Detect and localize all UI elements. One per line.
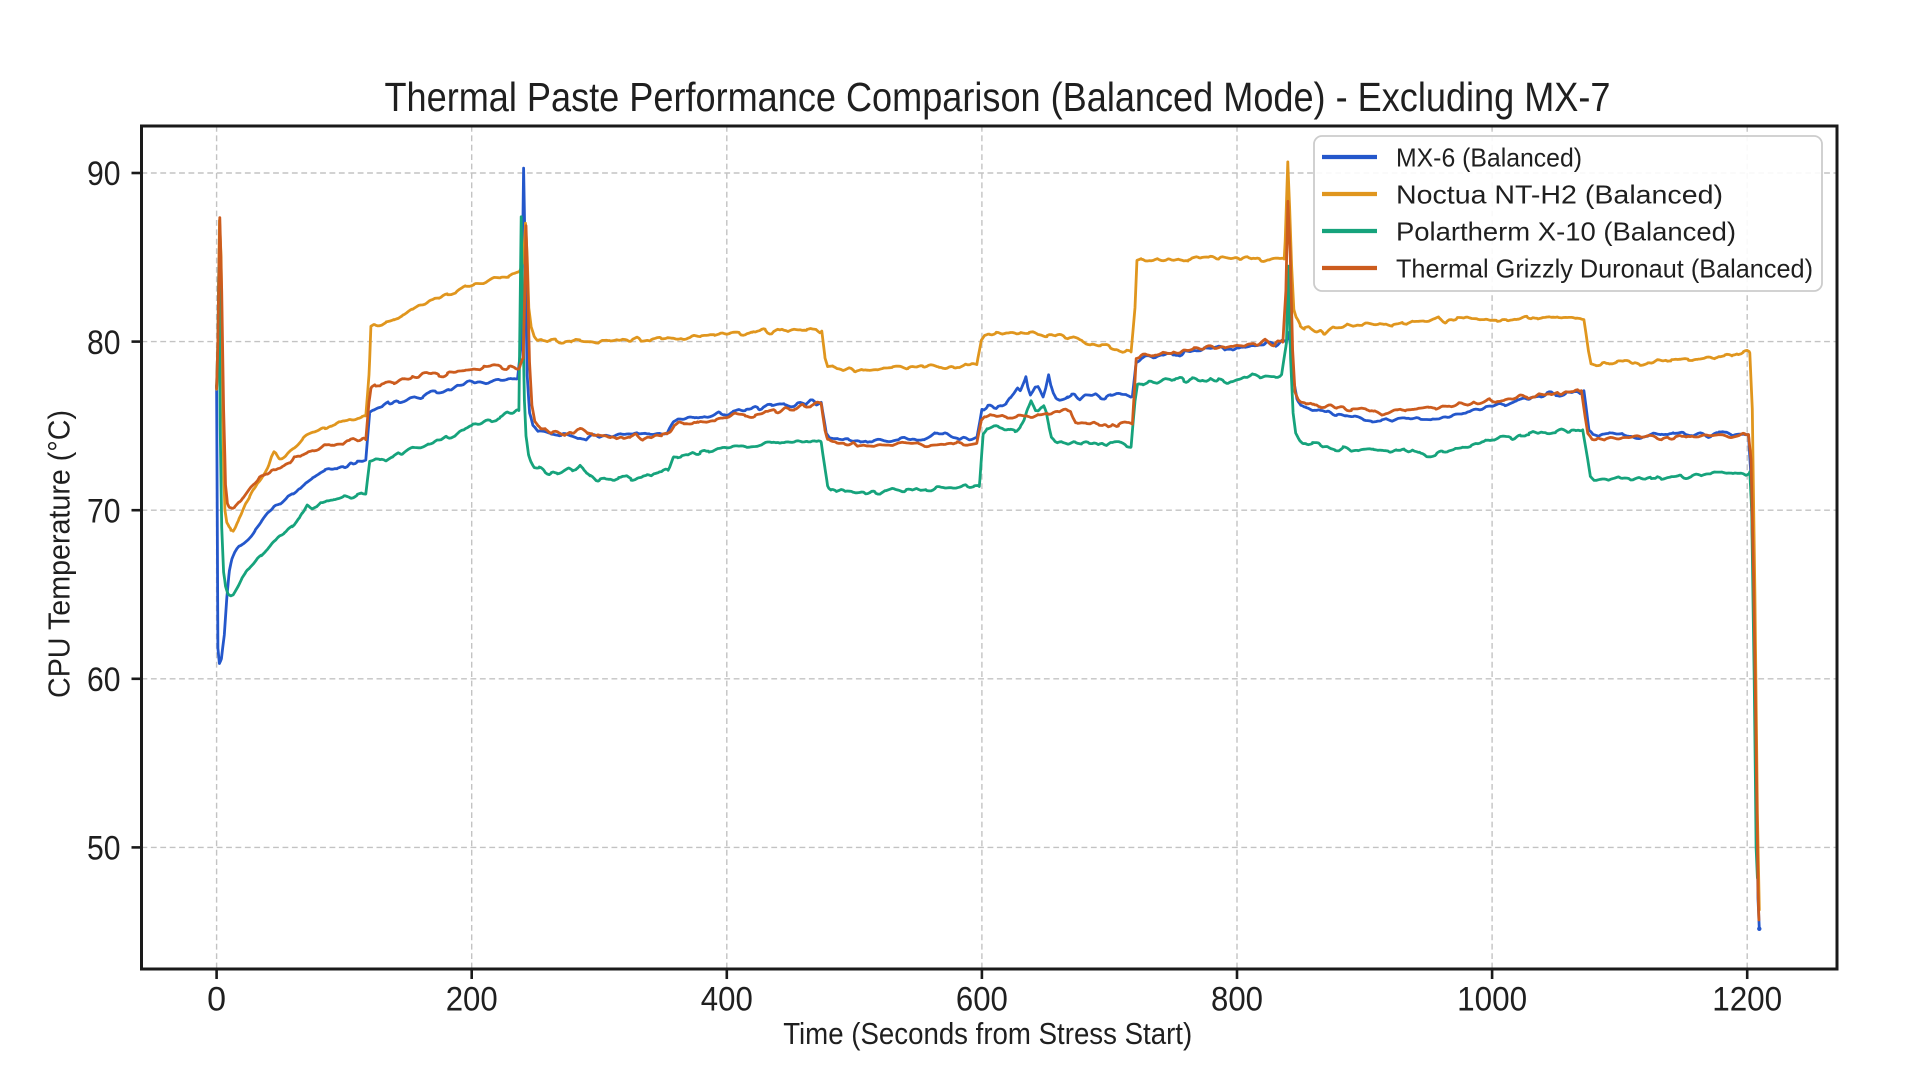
svg-text:80: 80 (87, 324, 121, 362)
svg-text:1200: 1200 (1712, 981, 1782, 1019)
svg-text:Time (Seconds from Stress Star: Time (Seconds from Stress Start) (783, 1016, 1192, 1051)
svg-text:200: 200 (446, 981, 498, 1019)
svg-text:Noctua NT-H2 (Balanced): Noctua NT-H2 (Balanced) (1396, 180, 1723, 210)
svg-text:400: 400 (701, 981, 753, 1019)
svg-text:800: 800 (1211, 981, 1263, 1019)
svg-text:Polartherm X-10 (Balanced): Polartherm X-10 (Balanced) (1396, 217, 1736, 247)
svg-text:90: 90 (87, 155, 121, 193)
svg-text:50: 50 (87, 830, 121, 868)
svg-text:70: 70 (87, 492, 121, 530)
svg-text:60: 60 (87, 661, 121, 699)
svg-text:CPU Temperature (°C): CPU Temperature (°C) (42, 410, 77, 698)
svg-text:0: 0 (207, 981, 226, 1019)
svg-text:MX-6 (Balanced): MX-6 (Balanced) (1396, 143, 1582, 173)
svg-text:1000: 1000 (1457, 981, 1527, 1019)
svg-text:600: 600 (956, 981, 1008, 1019)
svg-text:Thermal Paste Performance Comp: Thermal Paste Performance Comparison (Ba… (385, 74, 1611, 120)
svg-text:Thermal Grizzly Duronaut (Bala: Thermal Grizzly Duronaut (Balanced) (1396, 254, 1813, 284)
